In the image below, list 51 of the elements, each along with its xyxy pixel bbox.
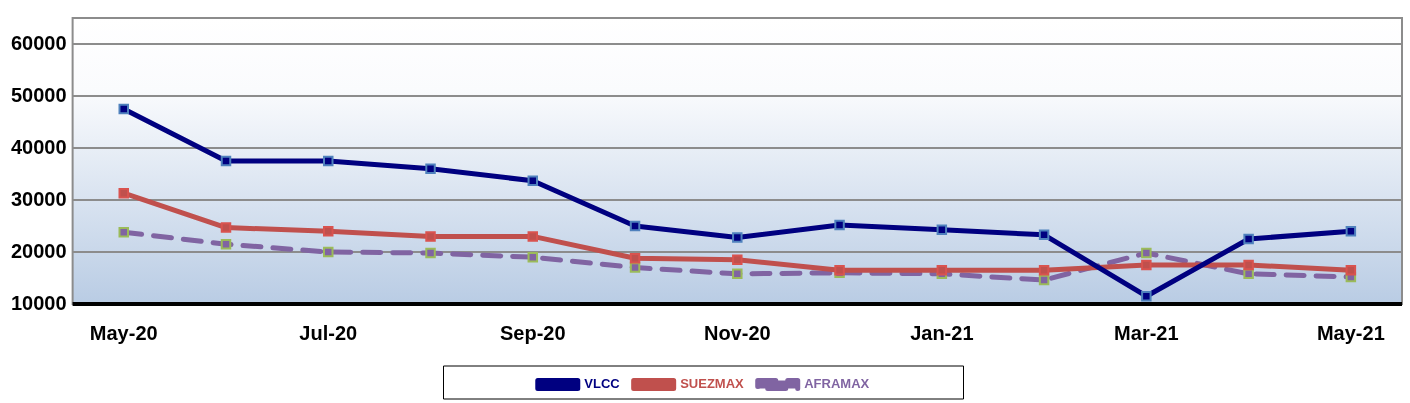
point bbox=[118, 188, 129, 199]
point bbox=[629, 220, 641, 232]
point bbox=[220, 222, 232, 233]
legend-label: SUEZMAX bbox=[680, 376, 745, 392]
point bbox=[1141, 247, 1152, 259]
x-tick-label: Sep-20 bbox=[499, 321, 566, 344]
point bbox=[1345, 225, 1357, 237]
y-tick-label: 60000 bbox=[10, 31, 67, 54]
point bbox=[1141, 290, 1152, 302]
point bbox=[1243, 268, 1254, 280]
point bbox=[629, 253, 641, 264]
y-tick-label: 20000 bbox=[10, 239, 67, 262]
y-tick-label: 40000 bbox=[10, 135, 67, 158]
point bbox=[220, 155, 232, 167]
point bbox=[323, 246, 334, 258]
point bbox=[732, 232, 743, 243]
x-tick-label: Jan-21 bbox=[910, 321, 974, 344]
point bbox=[527, 231, 539, 242]
x-tick-label: Jul-20 bbox=[299, 321, 358, 344]
x-tick-label: May-20 bbox=[89, 321, 158, 344]
point bbox=[834, 219, 845, 231]
point bbox=[425, 231, 436, 242]
point bbox=[936, 224, 948, 235]
point bbox=[1038, 229, 1050, 241]
point bbox=[1038, 264, 1050, 276]
point bbox=[732, 268, 743, 280]
point bbox=[1243, 259, 1254, 271]
point bbox=[527, 251, 539, 263]
point bbox=[732, 254, 743, 266]
legend-label: AFRAMAX bbox=[804, 376, 870, 392]
point bbox=[1243, 233, 1254, 245]
y-tick-label: 50000 bbox=[10, 83, 67, 106]
x-tick-label: May-21 bbox=[1316, 321, 1385, 344]
point bbox=[527, 175, 539, 186]
y-tick-label: 30000 bbox=[10, 187, 67, 210]
x-tick-label: Nov-20 bbox=[703, 321, 771, 344]
point bbox=[220, 238, 232, 250]
point bbox=[323, 155, 334, 167]
point bbox=[936, 264, 948, 276]
point bbox=[118, 227, 129, 238]
point bbox=[629, 262, 641, 273]
point bbox=[1345, 264, 1357, 276]
point bbox=[425, 163, 436, 175]
legend-label: VLCC bbox=[584, 376, 621, 392]
y-tick-label: 10000 bbox=[10, 291, 67, 314]
point bbox=[425, 247, 436, 259]
point bbox=[118, 103, 129, 115]
point bbox=[1038, 274, 1050, 286]
x-tick-label: Mar-21 bbox=[1114, 321, 1179, 344]
point bbox=[1141, 259, 1152, 271]
point bbox=[323, 225, 334, 237]
